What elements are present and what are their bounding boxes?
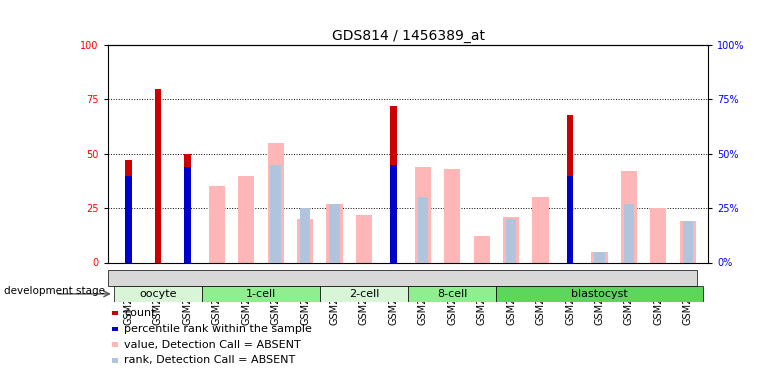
Text: 2-cell: 2-cell bbox=[349, 289, 379, 299]
Bar bbox=[408, 286, 497, 302]
Bar bbox=[126, 176, 132, 262]
Text: rank, Detection Call = ABSENT: rank, Detection Call = ABSENT bbox=[124, 356, 296, 365]
Bar bbox=[390, 165, 397, 262]
Bar bbox=[114, 286, 202, 302]
Bar bbox=[238, 176, 254, 262]
Bar bbox=[209, 186, 225, 262]
Bar bbox=[202, 286, 320, 302]
Bar bbox=[267, 143, 283, 262]
Bar bbox=[567, 115, 573, 262]
Bar bbox=[320, 286, 408, 302]
Bar bbox=[621, 171, 637, 262]
Bar bbox=[682, 221, 693, 262]
Text: development stage: development stage bbox=[4, 286, 105, 296]
Bar bbox=[356, 214, 372, 262]
Bar bbox=[533, 197, 549, 262]
Text: value, Detection Call = ABSENT: value, Detection Call = ABSENT bbox=[124, 340, 301, 350]
Bar bbox=[297, 219, 313, 262]
Bar bbox=[506, 219, 517, 262]
Bar bbox=[184, 154, 190, 262]
Bar bbox=[184, 167, 190, 262]
Bar bbox=[591, 252, 608, 262]
Text: oocyte: oocyte bbox=[139, 289, 176, 299]
Text: blastocyst: blastocyst bbox=[571, 289, 628, 299]
Title: GDS814 / 1456389_at: GDS814 / 1456389_at bbox=[332, 28, 484, 43]
Bar bbox=[390, 106, 397, 262]
Bar bbox=[155, 88, 161, 262]
Bar bbox=[650, 208, 667, 262]
Bar bbox=[680, 221, 696, 262]
Bar bbox=[330, 204, 340, 262]
Bar bbox=[444, 169, 460, 262]
Text: percentile rank within the sample: percentile rank within the sample bbox=[124, 324, 312, 334]
Bar bbox=[624, 204, 634, 262]
Text: 8-cell: 8-cell bbox=[437, 289, 467, 299]
Bar bbox=[326, 204, 343, 262]
Bar bbox=[503, 217, 519, 262]
Bar bbox=[417, 197, 428, 262]
Bar bbox=[474, 236, 490, 262]
Text: 1-cell: 1-cell bbox=[246, 289, 276, 299]
Bar bbox=[567, 176, 573, 262]
Bar bbox=[126, 160, 132, 262]
Text: count: count bbox=[124, 308, 156, 318]
Bar bbox=[300, 208, 310, 262]
Bar bbox=[594, 252, 604, 262]
Bar bbox=[497, 286, 702, 302]
Bar bbox=[415, 167, 431, 262]
Bar bbox=[108, 270, 697, 286]
Bar bbox=[270, 165, 281, 262]
